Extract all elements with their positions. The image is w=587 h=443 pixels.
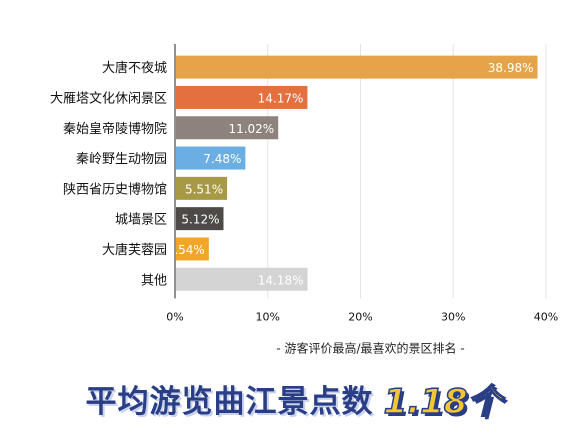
value-label: 3.54% bbox=[167, 243, 205, 257]
bar bbox=[176, 267, 308, 291]
value-label: 38.98% bbox=[488, 61, 534, 75]
chart-bars: 大唐不夜城 38.98% 大雁塔文化休闲景区 14.17% 秦始皇帝陵博物院 11.02%… bbox=[50, 55, 538, 291]
value-label: 5.12% bbox=[181, 213, 219, 227]
bar bbox=[176, 237, 209, 261]
category-label: 大唐芙蓉园 bbox=[102, 242, 167, 258]
x-tick-label: 20% bbox=[348, 310, 372, 323]
headline: 平均游览曲江景点数 1.18个 bbox=[0, 376, 587, 423]
value-label: 7.48% bbox=[203, 152, 241, 166]
category-label: 秦始皇帝陵博物院 bbox=[63, 121, 167, 137]
bar-chart: 大唐不夜城 38.98% 大雁塔文化休闲景区 14.17% 秦始皇帝陵博物院 11.02%… bbox=[50, 44, 558, 355]
x-tick-label: 10% bbox=[256, 310, 280, 323]
bar bbox=[176, 55, 538, 79]
category-label: 城墙景区 bbox=[115, 213, 167, 228]
bar bbox=[176, 116, 279, 140]
category-label: 陕西省历史博物馆 bbox=[63, 182, 167, 197]
x-tick-label: 40% bbox=[534, 310, 558, 323]
value-label: 5.51% bbox=[185, 182, 223, 196]
bar bbox=[176, 85, 308, 109]
x-tick-label: 0% bbox=[166, 310, 183, 323]
category-label: 大唐不夜城 bbox=[102, 60, 167, 76]
bar bbox=[176, 146, 246, 170]
headline-number: 1.18个 bbox=[383, 381, 502, 423]
bar bbox=[176, 207, 224, 231]
category-label: 其他 bbox=[141, 273, 167, 288]
x-axis-label: - 游客评价最高/最喜欢的景区排名 - bbox=[276, 340, 464, 355]
bar bbox=[176, 176, 228, 200]
value-label: 11.02% bbox=[228, 122, 274, 136]
value-label: 14.18% bbox=[258, 273, 304, 287]
headline-text: 平均游览曲江景点数 bbox=[85, 383, 374, 420]
category-label: 大雁塔文化休闲景区 bbox=[50, 91, 167, 106]
chart-gridlines bbox=[267, 44, 547, 299]
x-tick-label: 30% bbox=[441, 310, 465, 323]
value-label: 14.17% bbox=[258, 91, 304, 105]
category-label: 秦岭野生动物园 bbox=[76, 152, 167, 167]
x-axis-ticks: 0% 10% 20% 30% 40% bbox=[166, 310, 558, 323]
